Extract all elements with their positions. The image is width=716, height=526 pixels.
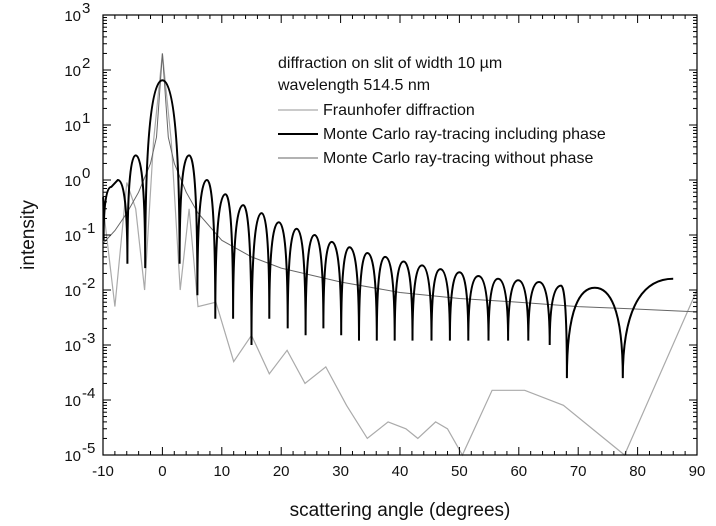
y-tick-label: 10: [64, 393, 81, 410]
annotation: diffraction on slit of width 10 µm wavel…: [277, 55, 502, 94]
x-tick-label: 30: [332, 463, 349, 480]
x-tick-label: 40: [392, 463, 409, 480]
annotation-line-2: wavelength 514.5 nm: [277, 77, 430, 94]
y-tick-label: 10: [64, 118, 81, 135]
y-tick-label-exponent: 3: [82, 0, 90, 17]
y-tick-label-exponent: -4: [82, 385, 95, 402]
y-tick-label-exponent: -2: [82, 275, 95, 292]
series-mc-including-phase-line: [102, 79, 674, 379]
y-tick-label-exponent: 0: [82, 165, 90, 182]
y-tick-label-exponent: 1: [82, 110, 90, 127]
x-axis-title: scattering angle (degrees): [290, 500, 511, 521]
y-tick-label: 10: [64, 338, 81, 355]
y-axis-title: intensity: [18, 200, 39, 270]
y-tick-label-exponent: 2: [82, 55, 90, 72]
legend-label-fraunhofer: Fraunhofer diffraction: [323, 102, 475, 119]
x-tick-label: 50: [451, 463, 468, 480]
y-tick-label-exponent: -1: [82, 220, 95, 237]
x-tick-label: 80: [629, 463, 646, 480]
legend-label-mc-phase: Monte Carlo ray-tracing including phase: [323, 126, 606, 143]
y-tick-label: 10: [64, 448, 81, 465]
x-tick-label: 20: [273, 463, 290, 480]
legend-label-mc-no-phase: Monte Carlo ray-tracing without phase: [323, 150, 593, 167]
x-tick-label: 10: [213, 463, 230, 480]
legend: Fraunhofer diffraction Monte Carlo ray-t…: [278, 102, 606, 167]
y-tick-label: 10: [64, 63, 81, 80]
y-tick-label-exponent: -3: [82, 330, 95, 347]
x-tick-label: 70: [570, 463, 587, 480]
y-tick-label: 10: [64, 173, 81, 190]
y-tick-label: 10: [64, 228, 81, 245]
y-tick-label: 10: [64, 283, 81, 300]
x-tick-label: -10: [92, 463, 114, 480]
x-tick-label: 90: [689, 463, 706, 480]
annotation-line-1: diffraction on slit of width 10 µm: [278, 55, 502, 72]
y-tick-label: 10: [64, 8, 81, 25]
x-tick-label: 60: [510, 463, 527, 480]
x-tick-label: 0: [158, 463, 166, 480]
tick-layer: -10 0 10 20 30 40 50 60 70 80 9010-510-410-310-210…: [64, 0, 705, 480]
y-tick-label-exponent: -5: [82, 440, 95, 457]
